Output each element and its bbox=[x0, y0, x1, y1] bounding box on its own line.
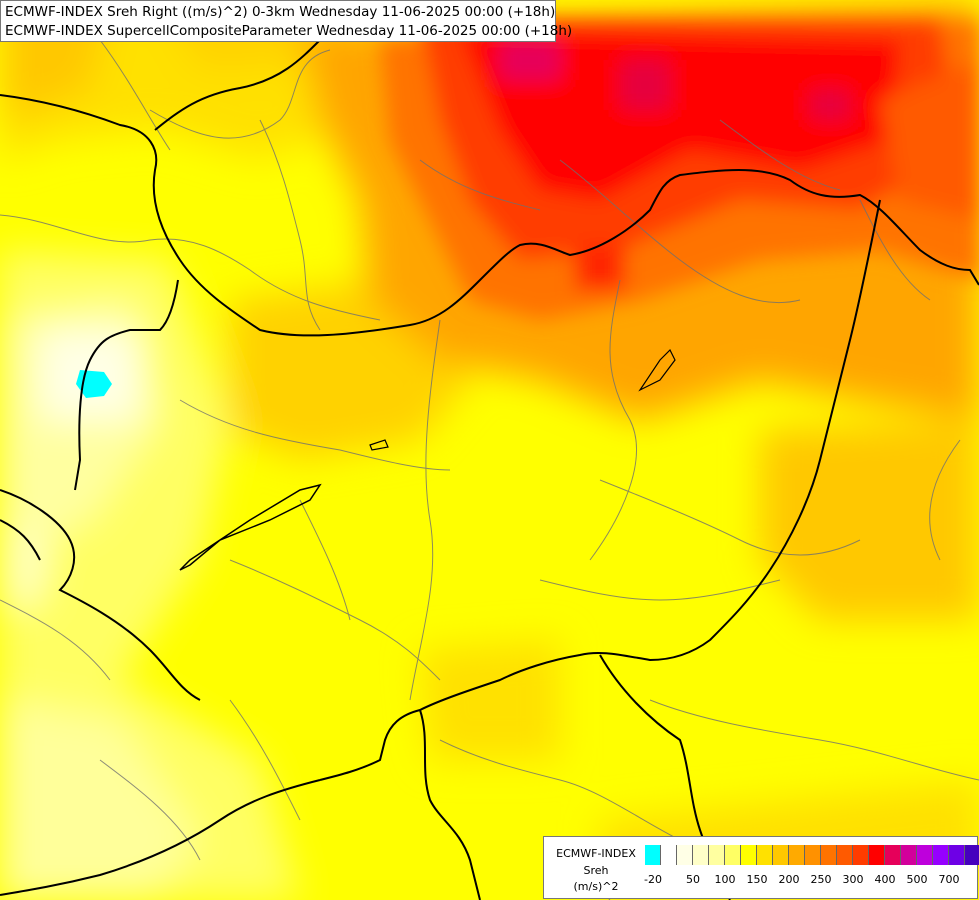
legend-swatch bbox=[805, 845, 821, 865]
legend-swatch bbox=[677, 845, 693, 865]
legend-swatch bbox=[757, 845, 773, 865]
legend-swatch bbox=[773, 845, 789, 865]
map-title-line2: ECMWF-INDEX SupercellCompositeParameter … bbox=[5, 23, 573, 39]
legend-swatch bbox=[709, 845, 725, 865]
legend-tick-label: -20 bbox=[644, 873, 662, 886]
legend-swatch bbox=[933, 845, 949, 865]
legend-tick-label: 150 bbox=[746, 873, 768, 886]
legend-swatch bbox=[869, 845, 885, 865]
legend-swatch bbox=[821, 845, 837, 865]
legend-swatch bbox=[645, 845, 661, 865]
legend-swatch bbox=[725, 845, 741, 865]
legend-tick-label: 500 bbox=[906, 873, 928, 886]
legend-swatch bbox=[661, 845, 677, 865]
legend-unit: (m/s)^2 bbox=[573, 880, 619, 893]
legend-swatches bbox=[645, 845, 979, 865]
legend-tick-label: 200 bbox=[778, 873, 800, 886]
legend-tick-label: 300 bbox=[842, 873, 864, 886]
legend-swatch bbox=[965, 845, 979, 865]
map-title-line1: ECMWF-INDEX Sreh Right ((m/s)^2) 0-3km W… bbox=[5, 4, 556, 20]
legend-swatch bbox=[789, 845, 805, 865]
legend-swatch bbox=[853, 845, 869, 865]
legend-tick-label: 400 bbox=[874, 873, 896, 886]
color-legend: ECMWF-INDEX Sreh (m/s)^2 -20 50 100 150 200 2… bbox=[543, 836, 979, 899]
legend-tick-label: 50 bbox=[686, 873, 700, 886]
legend-swatch bbox=[693, 845, 709, 865]
legend-tick-label: 100 bbox=[714, 873, 736, 886]
legend-swatch bbox=[917, 845, 933, 865]
legend-swatch bbox=[901, 845, 917, 865]
legend-swatch bbox=[741, 845, 757, 865]
legend-variable: Sreh bbox=[583, 864, 609, 877]
legend-swatch bbox=[837, 845, 853, 865]
legend-swatch bbox=[949, 845, 965, 865]
legend-swatch bbox=[885, 845, 901, 865]
map-title-box: ECMWF-INDEX Sreh Right ((m/s)^2) 0-3km W… bbox=[0, 0, 573, 42]
legend-tick-label: 250 bbox=[810, 873, 832, 886]
legend-tick-label: 700 bbox=[938, 873, 960, 886]
legend-model: ECMWF-INDEX bbox=[556, 847, 636, 860]
